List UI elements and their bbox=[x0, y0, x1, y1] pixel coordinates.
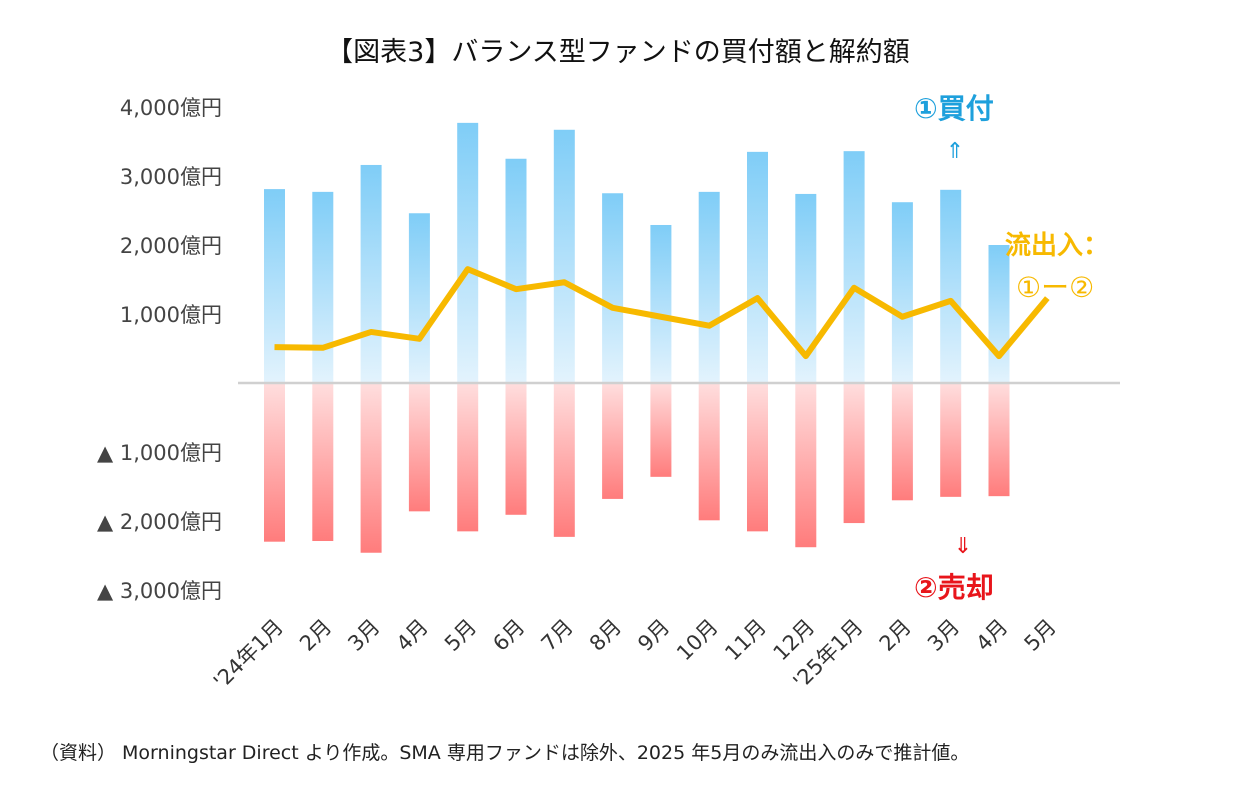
sell-bar bbox=[891, 383, 913, 501]
y-tick-label: 4,000億円 bbox=[120, 96, 222, 120]
x-tick-label: '24年1月 bbox=[209, 615, 288, 694]
sell-bar bbox=[457, 383, 479, 532]
sell-bar bbox=[795, 383, 817, 548]
buy-bar bbox=[843, 151, 865, 383]
buy-bar bbox=[650, 224, 672, 383]
flow-annotation-1: 流出入： bbox=[1005, 231, 1109, 261]
buy-bar bbox=[940, 189, 962, 383]
sell-bar bbox=[940, 383, 962, 497]
y-tick-label: 1,000億円 bbox=[120, 303, 222, 327]
sell-bar bbox=[408, 383, 430, 512]
x-tick-label: 5月 bbox=[440, 615, 481, 656]
buy-bar bbox=[795, 193, 817, 383]
buy-annotation: ①買付 bbox=[914, 92, 994, 125]
buy-bar bbox=[553, 129, 575, 383]
sell-bar bbox=[843, 383, 865, 524]
y-tick-label: ▲ 1,000億円 bbox=[97, 441, 222, 465]
x-tick-label: 8月 bbox=[585, 615, 626, 656]
sell-arrow: ⇓ bbox=[954, 534, 972, 559]
sell-bar bbox=[988, 383, 1010, 497]
x-tick-label: 11月 bbox=[720, 615, 771, 666]
buy-bar bbox=[360, 164, 382, 383]
buy-bar bbox=[408, 213, 430, 383]
buy-bar bbox=[264, 189, 285, 383]
y-tick-label: 3,000億円 bbox=[120, 165, 222, 189]
sell-bar bbox=[505, 383, 527, 515]
x-tick-label: 3月 bbox=[343, 615, 384, 656]
sell-bar bbox=[650, 383, 672, 477]
buy-bar bbox=[988, 245, 1010, 383]
sell-bar bbox=[553, 383, 575, 537]
buy-bar bbox=[891, 202, 913, 383]
buy-bar bbox=[747, 151, 768, 383]
sell-bar bbox=[602, 383, 624, 499]
x-tick-label: 9月 bbox=[633, 615, 674, 656]
chart-title: 【図表3】バランス型ファンドの買付額と解約額 bbox=[326, 37, 910, 68]
sell-bar bbox=[312, 383, 334, 542]
y-tick-label: ▲ 2,000億円 bbox=[97, 510, 222, 534]
buy-arrow: ⇑ bbox=[946, 139, 964, 164]
sell-bar bbox=[264, 383, 285, 542]
sell-bar bbox=[747, 383, 768, 532]
x-tick-label: 2月 bbox=[295, 615, 336, 656]
x-tick-label: 3月 bbox=[923, 615, 964, 656]
sell-bar bbox=[360, 383, 382, 553]
buy-bar bbox=[602, 193, 624, 383]
x-tick-label: 6月 bbox=[488, 615, 529, 656]
buy-bar bbox=[698, 191, 720, 383]
x-tick-label: 4月 bbox=[392, 615, 433, 656]
buy-bar bbox=[505, 158, 527, 383]
flow-annotation-2: ①ー② bbox=[1016, 271, 1094, 304]
buy-bar bbox=[457, 122, 479, 384]
x-tick-label: 10月 bbox=[672, 615, 723, 666]
x-tick-label: 5月 bbox=[1020, 615, 1061, 656]
x-tick-label: 7月 bbox=[537, 615, 578, 656]
buy-bar bbox=[312, 191, 334, 383]
source-note: （資料） Morningstar Direct より作成。SMA 専用ファンドは… bbox=[40, 742, 970, 764]
x-tick-label: 2月 bbox=[875, 615, 916, 656]
y-tick-label: 2,000億円 bbox=[120, 234, 222, 258]
sell-bar bbox=[698, 383, 720, 521]
sell-annotation: ②売却 bbox=[914, 571, 994, 604]
y-tick-label: ▲ 3,000億円 bbox=[97, 579, 222, 603]
x-tick-label: 4月 bbox=[971, 615, 1012, 656]
